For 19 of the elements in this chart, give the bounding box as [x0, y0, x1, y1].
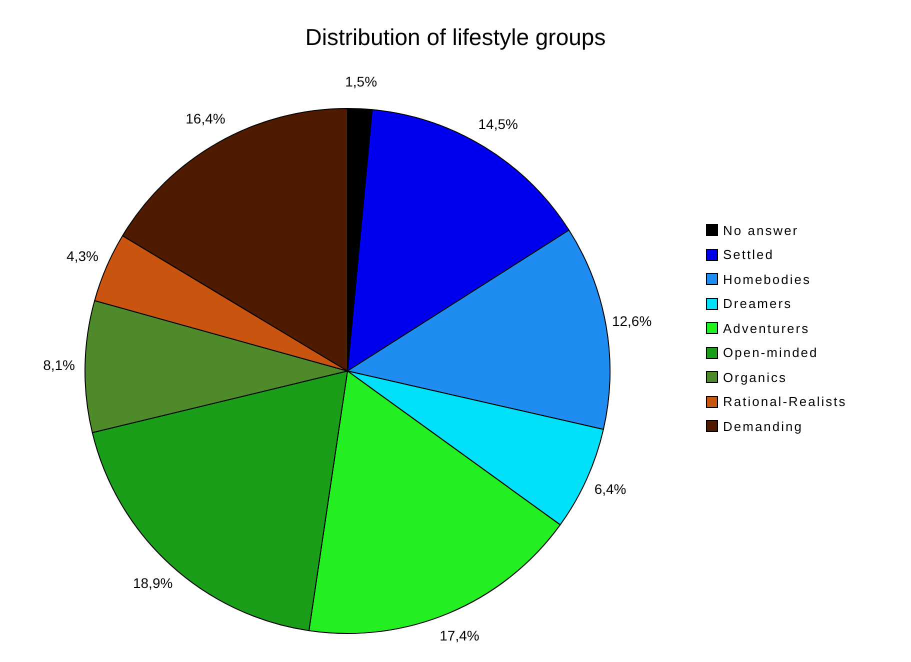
- legend-label: No answer: [723, 222, 799, 238]
- chart-title: Distribution of lifestyle groups: [304, 24, 607, 51]
- legend-label: Settled: [723, 247, 774, 262]
- legend-label: Homebodies: [723, 272, 811, 287]
- legend-label: Adventurers: [723, 320, 810, 336]
- data-label: 16,4%: [186, 110, 226, 127]
- legend-label: Dreamers: [723, 296, 792, 312]
- legend-label: Open-minded: [723, 345, 818, 360]
- legend-label: Demanding: [723, 418, 803, 434]
- legend-label: Organics: [723, 370, 788, 385]
- data-label: 6,4%: [594, 480, 626, 497]
- data-label: 17,4%: [440, 628, 480, 644]
- data-label: 4,3%: [66, 248, 98, 264]
- legend-label: Rational-Realists: [723, 394, 847, 410]
- data-label: 12,6%: [612, 312, 652, 329]
- data-label: 14,5%: [478, 116, 518, 132]
- data-label: 1,5%: [345, 74, 378, 90]
- data-label: 18,9%: [132, 574, 173, 591]
- data-label: 8,1%: [43, 356, 76, 373]
